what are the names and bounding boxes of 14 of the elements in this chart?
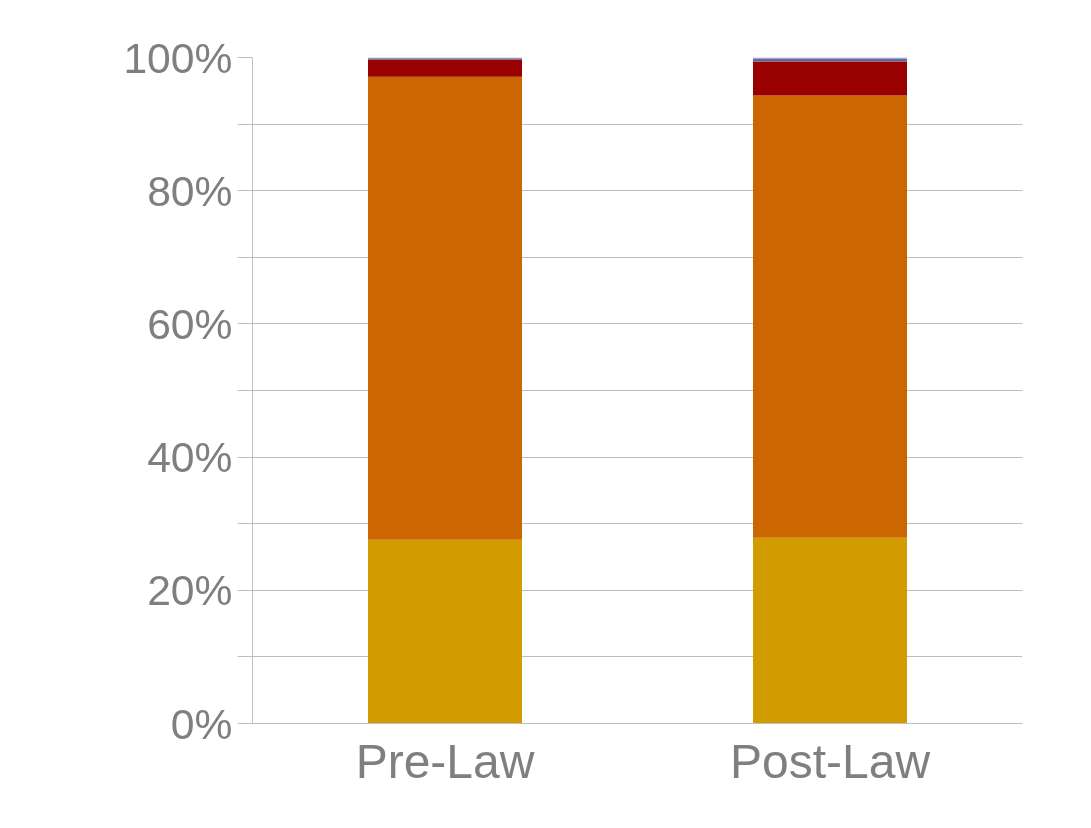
bar bbox=[753, 95, 907, 538]
x-tick-label: Pre-Law bbox=[355, 734, 535, 788]
bar bbox=[368, 59, 522, 77]
bar bbox=[753, 537, 907, 724]
x-tick-label: Post-Law bbox=[729, 734, 931, 788]
y-tick-label: 80% bbox=[147, 166, 233, 215]
y-tick-label: 60% bbox=[147, 299, 233, 348]
y-tick-label: 100% bbox=[123, 33, 233, 82]
bar bbox=[368, 76, 522, 540]
bar bbox=[753, 61, 907, 96]
y-tick-label: 40% bbox=[147, 433, 233, 482]
bar bbox=[368, 539, 522, 724]
y-tick-label: 20% bbox=[147, 566, 233, 615]
y-tick-label: 0% bbox=[170, 699, 233, 748]
